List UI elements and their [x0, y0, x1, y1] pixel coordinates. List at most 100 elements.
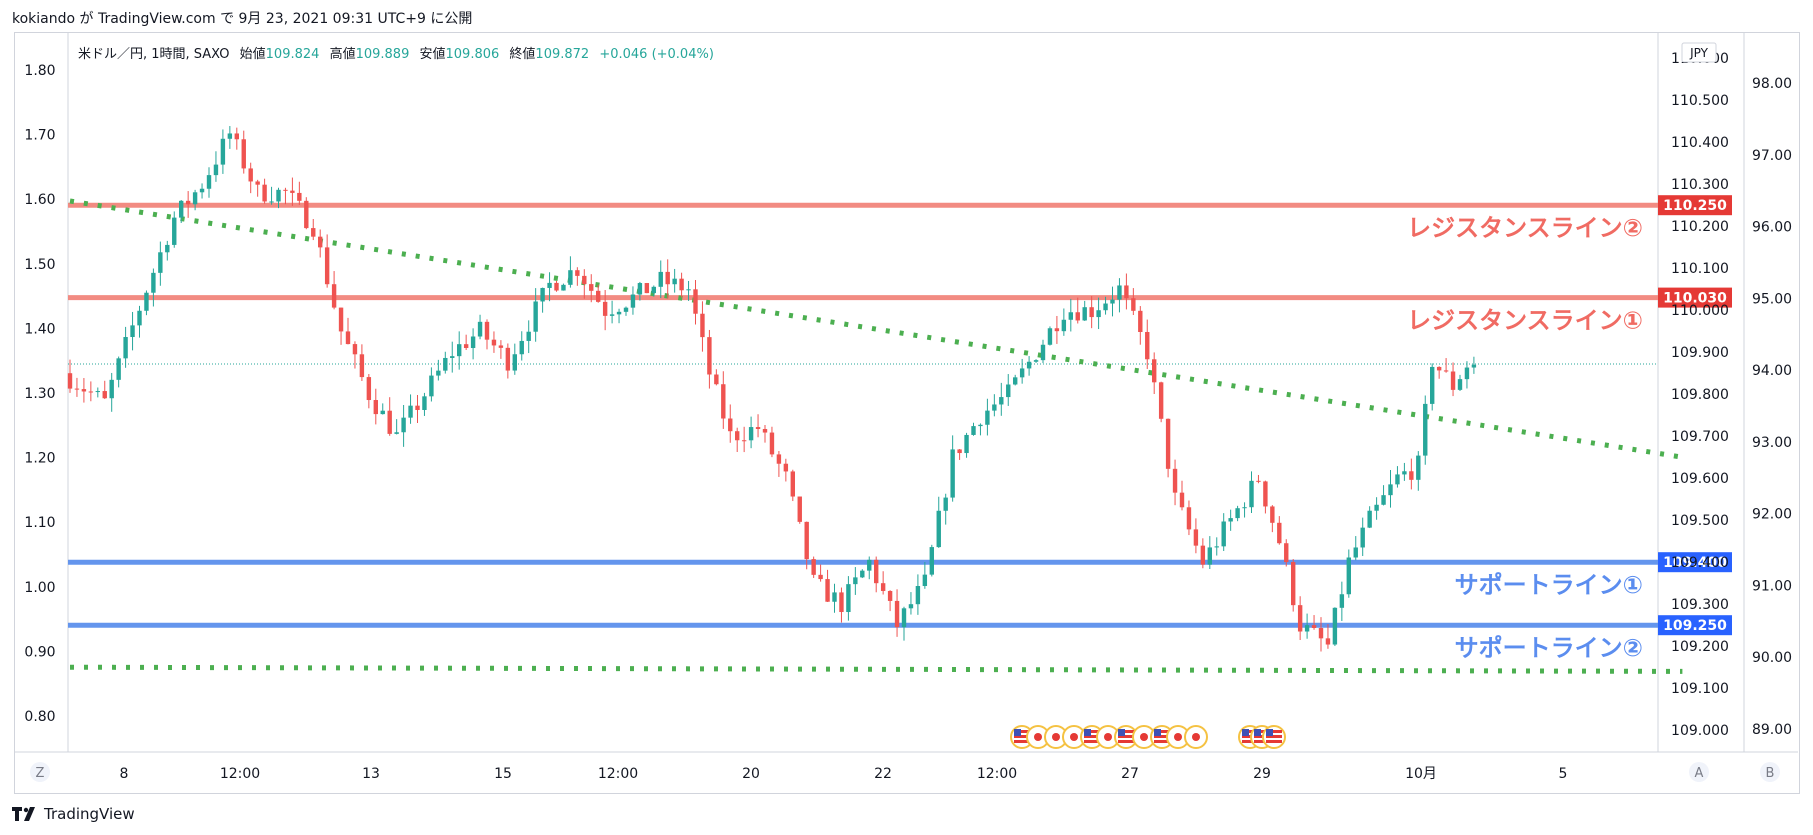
trendline-dotted — [69, 664, 1683, 674]
x-tick: 15 — [494, 766, 512, 782]
us-flag-canton — [1154, 729, 1161, 736]
candle-body — [901, 608, 907, 628]
candle-body — [721, 384, 726, 419]
y-right-tick: 109.700 — [1671, 429, 1729, 445]
scale-button-a[interactable]: A — [1695, 766, 1704, 781]
candle-body — [575, 270, 580, 276]
us-flag-stripe — [1266, 730, 1282, 733]
resistance-label: レジスタンスライン① — [1407, 307, 1643, 335]
candle-body — [616, 311, 622, 315]
candle-body — [1179, 492, 1185, 508]
candle-body — [394, 432, 399, 434]
price-tag-box — [1658, 287, 1732, 308]
candle-body — [457, 344, 462, 357]
y-left-tick: 0.90 — [24, 644, 55, 660]
legend-low: 109.806 — [446, 47, 500, 62]
tradingview-logo[interactable]: TradingView — [12, 805, 135, 823]
support-label: サポートライン② — [1455, 634, 1643, 662]
scale-button-b[interactable]: B — [1766, 766, 1775, 781]
y-far-right-tick: 90.00 — [1752, 650, 1792, 666]
price-chart[interactable]: 110.250 レジスタンスライン② 110.030 レジスタンスライン① 109.40… — [0, 0, 1813, 800]
candle-body — [1158, 382, 1164, 419]
candle-body — [1423, 403, 1428, 456]
candle-body — [1318, 627, 1324, 639]
y-far-right-tick: 91.00 — [1752, 578, 1792, 594]
candle-body — [269, 201, 274, 203]
price-tag-box — [1658, 552, 1732, 573]
axes-layer: 109.000 109.100 109.200 109.300 109.400 109.5… — [24, 51, 1792, 782]
candle-body — [1346, 557, 1351, 595]
scale-button-z-circle[interactable] — [30, 762, 50, 782]
candle-body — [67, 373, 73, 389]
scale-button-b-circle[interactable] — [1760, 762, 1780, 782]
scale-button-z[interactable]: Z — [36, 766, 45, 781]
y-right-tick: 109.400 — [1671, 555, 1729, 571]
y-far-right-tick: 93.00 — [1752, 435, 1792, 451]
resistance-label: レジスタンスライン② — [1407, 214, 1643, 242]
candle-body — [373, 400, 378, 415]
candle-body — [1089, 307, 1094, 318]
tradingview-brand: TradingView — [44, 805, 135, 823]
candle-body — [561, 284, 566, 291]
us-flag-canton — [1084, 729, 1091, 736]
candle-body — [665, 271, 670, 285]
candle-body — [1186, 507, 1192, 530]
candle-body — [297, 192, 302, 201]
candle-body — [1047, 328, 1053, 345]
candle-body — [728, 418, 733, 432]
candle-body — [554, 282, 559, 291]
y-far-right-tick: 97.00 — [1752, 148, 1792, 164]
publish-info: kokiando が TradingView.com で 9月 23, 2021… — [12, 11, 473, 27]
candle-body — [304, 200, 309, 229]
candle-body — [1214, 546, 1219, 548]
candle-body — [443, 357, 448, 371]
candle-body — [908, 604, 914, 609]
y-far-right-tick: 98.00 — [1752, 76, 1792, 92]
economic-events-layer[interactable] — [1010, 725, 1286, 749]
chart-frame[interactable] — [14, 32, 1800, 794]
us-flag-canton — [1242, 729, 1249, 736]
candle-body — [1249, 480, 1254, 508]
price-tag: 110.030 — [1663, 291, 1727, 307]
scale-button-a-circle[interactable] — [1689, 762, 1709, 782]
candle-body — [220, 138, 226, 165]
y-left-tick: 1.40 — [24, 321, 55, 337]
y-right-tick: 110.400 — [1671, 135, 1729, 151]
candle-body — [1061, 319, 1067, 332]
candle-body — [1270, 506, 1275, 523]
candle-body — [915, 586, 921, 605]
y-left-tick: 1.60 — [24, 192, 55, 208]
candle-body — [1339, 594, 1345, 608]
candle-body — [429, 375, 434, 397]
candle-body — [463, 344, 469, 349]
candle-body — [1221, 521, 1226, 547]
candle-body — [137, 310, 142, 326]
us-flag-stripe — [1242, 735, 1258, 738]
x-tick: 5 — [1559, 766, 1568, 782]
candle-body — [179, 200, 184, 218]
candle-body — [102, 391, 107, 399]
legend-symbol: 米ドル／円, 1時間, SAXO — [78, 47, 230, 62]
y-right-tick: 109.600 — [1671, 471, 1729, 487]
candle-body — [387, 410, 392, 434]
candle-body — [1019, 368, 1025, 378]
y-left-tick: 0.80 — [24, 709, 55, 725]
candle-body — [498, 345, 504, 348]
price-tag: 110.250 — [1663, 198, 1727, 214]
candle-body — [81, 389, 87, 392]
candle-body — [568, 270, 573, 285]
candle-body — [1193, 529, 1199, 546]
x-tick: 22 — [874, 766, 892, 782]
candle-body — [74, 388, 80, 390]
candle-body — [978, 424, 983, 427]
candle-body — [776, 454, 782, 464]
candle-body — [1117, 285, 1122, 300]
candle-body — [1353, 547, 1358, 558]
candle-body — [450, 356, 455, 358]
candle-body — [818, 574, 823, 580]
candle-body — [602, 301, 608, 316]
currency-badge-box[interactable] — [1681, 42, 1717, 63]
candle-body — [783, 463, 789, 472]
currency-badge[interactable]: JPY — [1689, 46, 1709, 60]
candle-body — [422, 396, 427, 410]
